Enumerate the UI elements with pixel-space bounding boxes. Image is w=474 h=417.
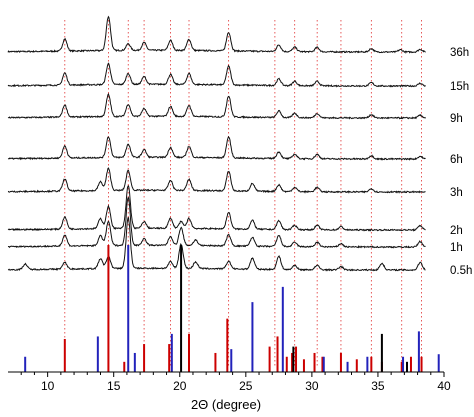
trace-1h (7, 197, 426, 249)
trace-label: 3h (450, 187, 463, 199)
trace-labels: 36h 15h 9h 6h 3h 2h 1h 0.5h (450, 47, 472, 277)
trace-36h (7, 15, 426, 54)
reference-sticks (24, 245, 440, 372)
trace-2h (7, 185, 426, 232)
trace-3h (7, 167, 426, 194)
trace-9h (7, 92, 426, 120)
trace-label: 6h (450, 154, 463, 166)
trace-label: 36h (450, 47, 469, 59)
x-tick-label: 40 (437, 379, 451, 393)
trace-0.5h (7, 217, 426, 272)
x-axis-title: 2Θ (degree) (191, 397, 261, 412)
trace-label: 15h (450, 81, 469, 93)
trace-6h (7, 135, 426, 161)
x-tick-label: 30 (305, 379, 319, 393)
x-tick-label: 20 (173, 379, 187, 393)
x-tick-label: 25 (239, 379, 253, 393)
x-axis-ticks: 10 15 20 25 30 35 40 (20, 372, 451, 393)
x-tick-label: 10 (41, 379, 55, 393)
trace-15h (7, 62, 426, 88)
trace-label: 2h (450, 225, 463, 237)
x-tick-label: 15 (107, 379, 121, 393)
x-tick-label: 35 (371, 379, 385, 393)
trace-label: 0.5h (450, 265, 472, 277)
trace-label: 1h (450, 242, 463, 254)
trace-label: 9h (450, 113, 463, 125)
dotted-reference-lines (64, 20, 422, 366)
x-axis: 10 15 20 25 30 35 40 (8, 371, 451, 393)
xrd-traces (7, 15, 426, 272)
